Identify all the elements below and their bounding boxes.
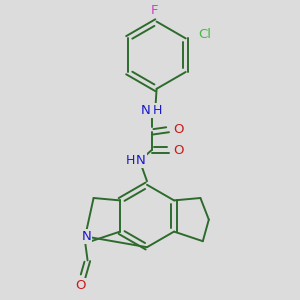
Text: O: O xyxy=(75,279,86,292)
Text: H: H xyxy=(153,104,163,117)
Text: Cl: Cl xyxy=(198,28,212,41)
Text: O: O xyxy=(173,143,184,157)
Text: F: F xyxy=(151,4,158,17)
Text: N: N xyxy=(141,104,151,117)
Text: H: H xyxy=(125,154,135,167)
Text: O: O xyxy=(173,123,184,136)
Text: N: N xyxy=(136,154,146,167)
Text: N: N xyxy=(82,230,91,243)
